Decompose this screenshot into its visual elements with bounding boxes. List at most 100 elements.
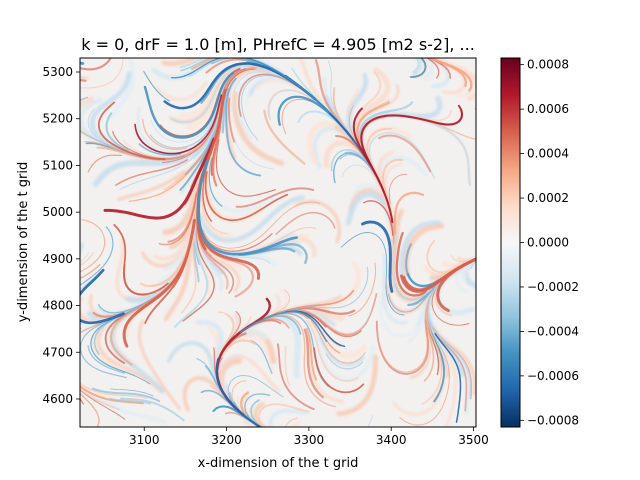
filament (303, 328, 325, 399)
soft-filament (411, 58, 423, 76)
filament (409, 58, 427, 78)
filament (122, 218, 196, 348)
soft-filament (253, 401, 267, 427)
filament (197, 159, 299, 256)
filament (340, 232, 405, 316)
filament (313, 347, 365, 394)
filament (105, 112, 129, 152)
filament (361, 220, 394, 293)
soft-filament (178, 63, 244, 118)
filament (227, 97, 236, 143)
filament (128, 149, 207, 203)
filament (264, 314, 337, 408)
filament (87, 108, 115, 148)
filament (215, 138, 276, 197)
colorbar-tick-label: 0.0004 (527, 147, 569, 161)
soft-filament (424, 58, 451, 89)
filament (378, 134, 432, 173)
filament (378, 298, 430, 373)
soft-filament (460, 256, 476, 282)
filament (180, 58, 251, 72)
filament (362, 200, 394, 236)
filament (143, 71, 235, 139)
filament (330, 149, 372, 172)
colorbar-bar (500, 57, 521, 428)
filament (80, 385, 144, 405)
x-tick-label: 3200 (211, 433, 242, 447)
filament (80, 268, 125, 325)
filament (173, 196, 209, 328)
filament (138, 143, 182, 156)
soft-filament (268, 408, 309, 427)
soft-filament (116, 169, 186, 201)
filament (215, 358, 262, 427)
filament (231, 380, 262, 427)
soft-filament (306, 120, 347, 166)
filament (204, 171, 289, 222)
filament (224, 411, 262, 427)
filament (170, 58, 331, 114)
filament (325, 353, 364, 370)
filament (250, 399, 264, 427)
filament (179, 138, 214, 191)
y-tick-label: 4600 (42, 392, 73, 406)
soft-filament (294, 199, 341, 244)
filament (150, 93, 221, 143)
filament (402, 257, 476, 292)
filament (141, 118, 188, 151)
colorbar-tick-label: −0.0004 (527, 324, 579, 338)
filament (80, 389, 126, 420)
filament (240, 310, 328, 342)
x-tick-label: 3400 (376, 433, 407, 447)
filament (202, 201, 321, 249)
heatmap-area (79, 57, 477, 428)
filament (80, 318, 128, 379)
colorbar-tick-label: 0.0000 (527, 236, 569, 250)
filament (87, 154, 123, 173)
filament (80, 318, 111, 427)
filament (427, 58, 468, 88)
filament (250, 339, 273, 375)
filament (80, 263, 101, 280)
filament (201, 181, 228, 235)
filament (91, 387, 161, 403)
soft-filament (306, 336, 345, 404)
soft-filament (199, 195, 305, 243)
filament (434, 332, 462, 423)
soft-filament (108, 58, 136, 121)
filament (240, 391, 263, 427)
filament (275, 211, 336, 235)
filament (80, 382, 148, 399)
filament (427, 58, 452, 79)
filament (241, 75, 314, 141)
colorbar-tick-label: 0.0002 (527, 191, 569, 205)
filament (225, 77, 262, 177)
filament (80, 61, 85, 65)
soft-filament (182, 375, 229, 412)
filament (208, 157, 223, 207)
filament (221, 313, 234, 351)
colorbar-tick-label: 0.0006 (527, 102, 569, 116)
filament (285, 310, 346, 348)
filament (393, 191, 425, 235)
filament (134, 94, 223, 155)
filament (80, 58, 112, 71)
plot-frame (79, 57, 477, 428)
soft-filament (243, 420, 264, 427)
filament (97, 101, 166, 160)
filament (193, 113, 220, 159)
x-tick-label: 3300 (294, 433, 325, 447)
filament (244, 393, 271, 427)
colorbar-tick-label: −0.0002 (527, 280, 579, 294)
y-axis: 4600 4700 4800 4900 5000 5100 5200 5300 (42, 65, 80, 406)
filament (305, 327, 318, 381)
filament (162, 68, 247, 164)
filament (276, 343, 315, 411)
chart-title: k = 0, drF = 1.0 [m], PHrefC = 4.905 [m2… (81, 35, 475, 54)
filament (221, 87, 230, 134)
soft-filament (444, 349, 457, 427)
x-tick-label: 3500 (458, 433, 489, 447)
colorbar-tick-label: 0.0008 (527, 58, 569, 72)
soft-filament (336, 354, 379, 417)
